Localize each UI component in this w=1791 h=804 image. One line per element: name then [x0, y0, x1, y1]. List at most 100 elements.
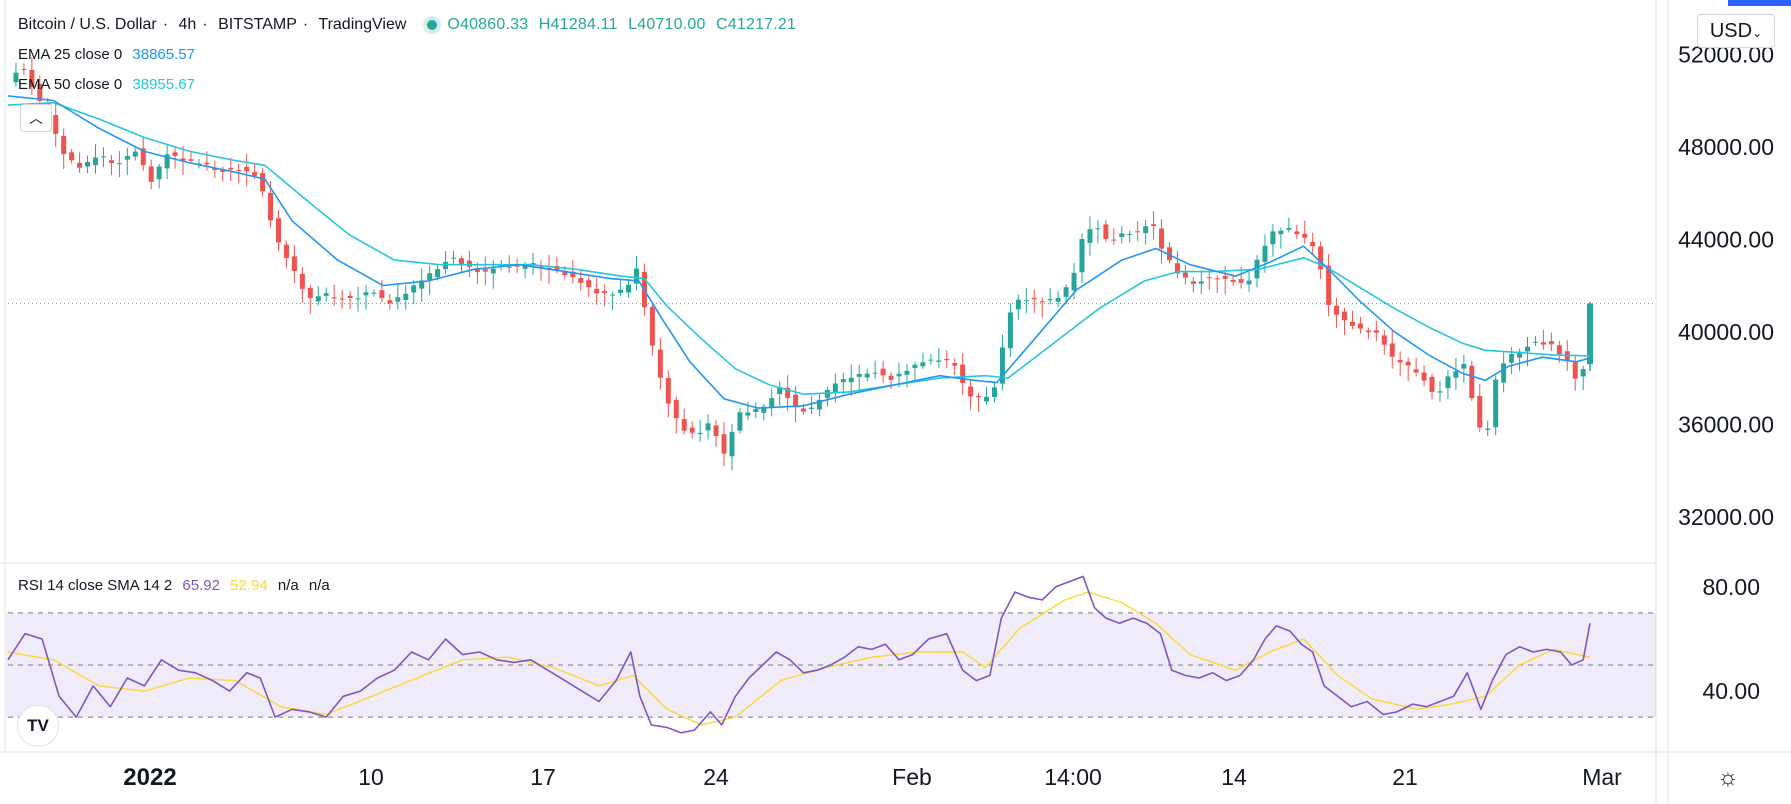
candle-body	[1397, 359, 1403, 363]
candle-body	[427, 273, 433, 280]
candle-body	[904, 370, 910, 375]
candle-body	[777, 387, 783, 395]
candle-body	[291, 256, 297, 272]
candle-body	[984, 396, 990, 402]
candle-body	[952, 363, 958, 366]
candle-body	[21, 68, 27, 70]
candle-body	[785, 387, 791, 398]
candle-body	[283, 244, 289, 258]
candle-body	[705, 423, 711, 431]
candle-body	[745, 412, 751, 416]
candle-body	[737, 412, 743, 431]
candle-body	[315, 296, 321, 302]
candle-body	[1278, 230, 1284, 235]
platform: TradingView	[318, 16, 407, 33]
price-tick-label: 44000.00	[1678, 226, 1774, 252]
candle-body	[156, 166, 162, 180]
candle-body	[275, 218, 281, 243]
candle-body	[920, 362, 926, 367]
chevron-down-icon: ⌄	[1752, 26, 1763, 40]
candle-body	[1238, 279, 1244, 283]
ema25-value: 38865.57	[132, 46, 195, 63]
candle-body	[848, 377, 854, 383]
ema50-legend[interactable]: EMA 50 close 0 38955.67	[18, 76, 201, 93]
candle-body	[204, 162, 210, 165]
candle-body	[689, 427, 695, 433]
axes: 52000.0048000.0044000.0040000.0036000.00…	[123, 41, 1774, 791]
candle-body	[172, 152, 178, 156]
candle-body	[299, 273, 305, 289]
candle-body	[323, 293, 329, 296]
candle-body	[626, 284, 632, 293]
candle-body	[618, 289, 624, 293]
candle-body	[1174, 263, 1180, 274]
candle-body	[928, 359, 934, 361]
candle-body	[140, 148, 146, 166]
candle-body	[1127, 233, 1133, 235]
candle-body	[379, 290, 385, 299]
candle-body	[347, 295, 353, 299]
candle-body	[1572, 362, 1578, 379]
candle-body	[1469, 365, 1475, 399]
interval: 4h	[178, 16, 197, 33]
time-tick-label: 14	[1221, 764, 1247, 790]
candle-body	[244, 166, 250, 172]
candle-body	[801, 408, 807, 412]
candle-body	[824, 389, 830, 398]
candle-body	[856, 373, 862, 377]
time-tick-label: Mar	[1582, 764, 1622, 790]
candle-body	[1517, 351, 1523, 358]
candle-body	[85, 161, 91, 167]
candle-body	[490, 268, 496, 274]
candle-body	[482, 269, 488, 272]
candle-body	[633, 268, 639, 284]
chevron-up-icon: ︿	[29, 110, 43, 126]
candle-body	[1445, 376, 1451, 389]
candle-body	[1047, 299, 1053, 301]
rsi-legend[interactable]: RSI 14 close SMA 14 2 65.92 52.94 n/a n/…	[18, 577, 336, 594]
rsi-value: 65.92	[182, 577, 220, 594]
candle-body	[93, 157, 99, 166]
symbol-legend[interactable]: Bitcoin / U.S. Dollar · 4h · BITSTAMP · Tra…	[18, 16, 797, 33]
tradingview-logo-icon[interactable]: TV	[17, 705, 59, 747]
candle-body	[610, 294, 616, 296]
ema25-legend[interactable]: EMA 25 close 0 38865.57	[18, 46, 201, 63]
candle-body	[13, 72, 19, 83]
candle-body	[1540, 342, 1546, 345]
candle-body	[1334, 305, 1340, 315]
candle-body	[37, 83, 43, 101]
candle-body	[1159, 228, 1165, 249]
candle-body	[578, 278, 584, 283]
rsi-line	[7, 575, 1591, 734]
candle-body	[976, 396, 982, 398]
candle-body	[220, 169, 226, 172]
ohlc-open: O40860.33	[447, 16, 529, 33]
currency-selector[interactable]: USD⌄	[1697, 14, 1775, 48]
candle-body	[403, 293, 409, 301]
candle-body	[1302, 233, 1308, 238]
gear-icon[interactable]: ☼	[1717, 764, 1739, 791]
candle-body	[474, 267, 480, 272]
candle-body	[1039, 301, 1045, 303]
collapse-legend-button[interactable]: ︿	[20, 104, 52, 132]
exchange: BITSTAMP	[218, 16, 297, 33]
candle-body	[363, 292, 369, 296]
candle-body	[236, 169, 242, 171]
candle-body	[1119, 233, 1125, 237]
candle-body	[793, 394, 799, 408]
candle-body	[1007, 312, 1013, 349]
rsi-tick-label: 40.00	[1702, 678, 1760, 704]
time-tick-label: Feb	[892, 764, 932, 790]
candle-body	[1373, 330, 1379, 333]
price-tick-label: 48000.00	[1678, 134, 1774, 160]
candle-body	[968, 386, 974, 397]
rsi-tick-label: 80.00	[1702, 574, 1760, 600]
candle-body	[1485, 428, 1491, 430]
candle-body	[586, 280, 592, 288]
candle-body	[721, 434, 727, 454]
rsi-na-2: n/a	[308, 577, 330, 594]
candle-body	[1461, 363, 1467, 369]
candle-body	[228, 167, 234, 170]
market-status-icon	[426, 19, 437, 30]
